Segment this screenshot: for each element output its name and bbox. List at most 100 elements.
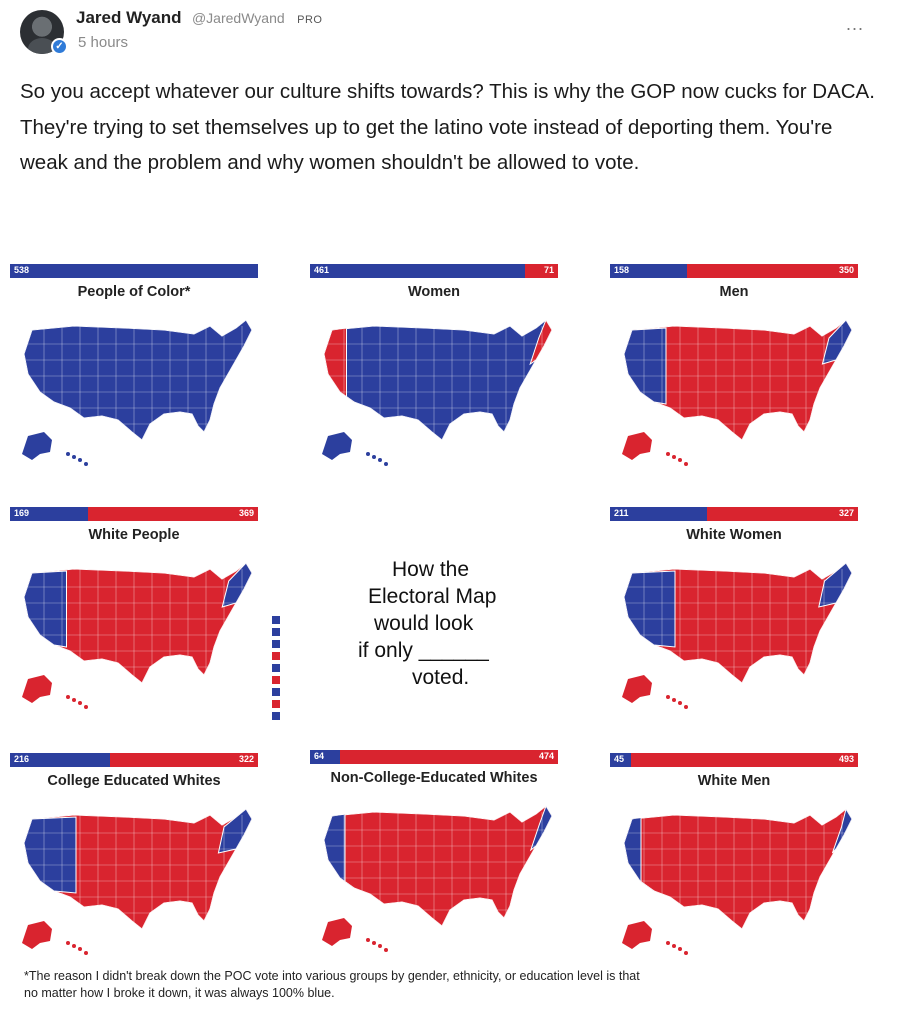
caption-line: Electoral Map — [368, 585, 497, 608]
blue-votes-segment — [610, 753, 631, 767]
us-mainland-shape — [324, 320, 552, 440]
red-votes-segment — [525, 264, 558, 278]
post-header: ✓ Jared Wyand @JaredWyand PRO 5 hours ..… — [20, 6, 880, 56]
us-map — [622, 563, 852, 709]
map-title: People of Color* — [77, 284, 191, 300]
author-name[interactable]: Jared Wyand — [76, 8, 182, 27]
us-map — [622, 809, 852, 955]
map-panel-non-college-educated-whites: 64 474 Non-College-Educated Whites — [310, 750, 558, 960]
map-panel-college-educated-whites: 216 322 College Educated Whites — [10, 753, 258, 963]
hawaii-island-shape — [678, 947, 682, 951]
hawaii-island-shape — [366, 938, 370, 942]
hawaii-island-shape — [672, 944, 676, 948]
red-vote-count: 474 — [538, 751, 554, 761]
electoral-vote-bar — [610, 507, 858, 521]
center-caption: How the Electoral Map would look if only… — [340, 556, 540, 691]
red-vote-count: 369 — [238, 508, 254, 518]
map-title: Non-College-Educated Whites — [330, 770, 538, 786]
red-vote-count: 350 — [838, 265, 854, 275]
image-footnote: *The reason I didn't break down the POC … — [24, 969, 640, 1000]
alaska-shape — [622, 921, 652, 949]
verified-icon: ✓ — [51, 38, 68, 55]
author-handle[interactable]: @JaredWyand — [191, 10, 285, 26]
alaska-shape — [22, 921, 52, 949]
blue-vote-count: 211 — [614, 508, 629, 518]
electoral-vote-bar — [310, 750, 558, 764]
caption-line: How the — [392, 558, 470, 581]
electoral-vote-bar — [10, 753, 258, 767]
hawaii-island-shape — [372, 455, 376, 459]
map-title: College Educated Whites — [47, 773, 221, 789]
blue-votes-segment — [310, 750, 340, 764]
map-panel-white-men: 45 493 White Men — [610, 753, 858, 963]
hawaii-island-shape — [66, 695, 70, 699]
blue-vote-count: 45 — [614, 754, 625, 764]
minority-states-region — [821, 320, 852, 365]
minority-states-region — [624, 816, 656, 894]
avatar[interactable] — [20, 10, 64, 54]
hawaii-island-shape — [672, 455, 676, 459]
hawaii-island-shape — [378, 458, 382, 462]
hawaii-island-shape — [672, 698, 676, 702]
electoral-vote-bar — [610, 264, 858, 278]
red-votes-segment — [687, 264, 858, 278]
post-image[interactable]: 538 People of Color* 461 71 Women 158 350 Men… — [10, 256, 860, 1016]
red-vote-count: 322 — [238, 754, 254, 764]
red-votes-segment — [707, 507, 858, 521]
us-mainland-shape — [24, 320, 252, 440]
hawaii-island-shape — [78, 458, 82, 462]
minority-states-region — [24, 816, 77, 894]
minority-states-region — [529, 806, 552, 852]
map-title: White Men — [697, 773, 771, 789]
caption-line: would look — [374, 612, 474, 635]
caption-line: voted. — [412, 666, 470, 689]
hawaii-island-shape — [366, 452, 370, 456]
map-panel-white-women: 211 327 White Women — [610, 507, 858, 717]
hawaii-island-shape — [84, 951, 88, 955]
hawaii-island-shape — [678, 701, 682, 705]
hawaii-island-shape — [678, 458, 682, 462]
alaska-shape — [322, 432, 352, 460]
electoral-vote-bar — [10, 264, 258, 278]
blue-vote-count: 158 — [614, 265, 630, 275]
hawaii-island-shape — [72, 698, 76, 702]
blue-votes-segment — [610, 264, 687, 278]
red-votes-segment — [631, 753, 858, 767]
hawaii-island-shape — [684, 705, 688, 709]
hawaii-island-shape — [66, 452, 70, 456]
hawaii-island-shape — [66, 941, 70, 945]
hawaii-island-shape — [384, 462, 388, 466]
hawaii-island-shape — [84, 462, 88, 466]
hawaii-island-shape — [384, 948, 388, 952]
us-map — [22, 809, 252, 955]
map-title: Women — [407, 284, 461, 300]
hawaii-island-shape — [378, 944, 382, 948]
red-votes-segment — [340, 750, 558, 764]
post-text: So you accept whatever our culture shift… — [20, 80, 875, 174]
blue-vote-count: 216 — [14, 754, 30, 764]
map-panel-men: 158 350 Men — [610, 264, 858, 474]
us-map — [322, 320, 552, 466]
more-options-icon[interactable]: ... — [845, 14, 864, 34]
hawaii-island-shape — [78, 947, 82, 951]
minority-states-region — [624, 327, 667, 405]
hawaii-island-shape — [666, 452, 670, 456]
map-panel-white-people: 169 369 White People — [10, 507, 258, 717]
hawaii-island-shape — [78, 701, 82, 705]
minority-states-region — [221, 563, 252, 608]
us-map — [622, 320, 852, 466]
us-map — [322, 806, 552, 952]
caption-line: if only ______ — [358, 639, 489, 662]
map-title: White Women — [686, 527, 782, 543]
hawaii-island-shape — [684, 462, 688, 466]
hawaii-island-shape — [684, 951, 688, 955]
map-panel-people-of-color: 538 People of Color* — [10, 264, 258, 474]
map-legend — [272, 616, 286, 724]
post-timestamp[interactable]: 5 hours — [78, 34, 129, 51]
blue-votes-segment — [10, 264, 258, 278]
minority-states-region — [529, 320, 552, 366]
blue-vote-count: 538 — [14, 265, 30, 275]
us-mainland-shape — [624, 809, 852, 929]
blue-vote-count: 169 — [14, 508, 30, 518]
blue-votes-segment — [610, 507, 707, 521]
